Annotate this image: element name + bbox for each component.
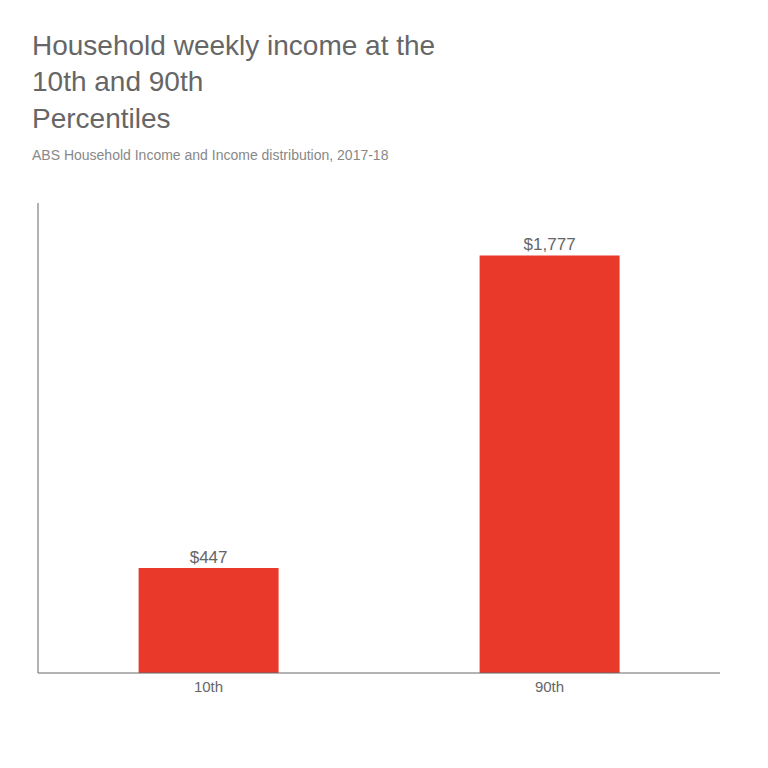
html-text:Household weekly income at the: Household weekly income at the 10th and … bbox=[32, 30, 436, 134]
svg-text:$1,777: $1,777 bbox=[524, 236, 576, 255]
html-text:ABS Household Income and Incom: ABS Household Income and Income distribu… bbox=[32, 147, 389, 164]
svg-text:$447: $447 bbox=[190, 548, 228, 567]
svg-text:90th: 90th bbox=[535, 678, 564, 695]
svg-text:10th: 10th bbox=[194, 678, 223, 695]
